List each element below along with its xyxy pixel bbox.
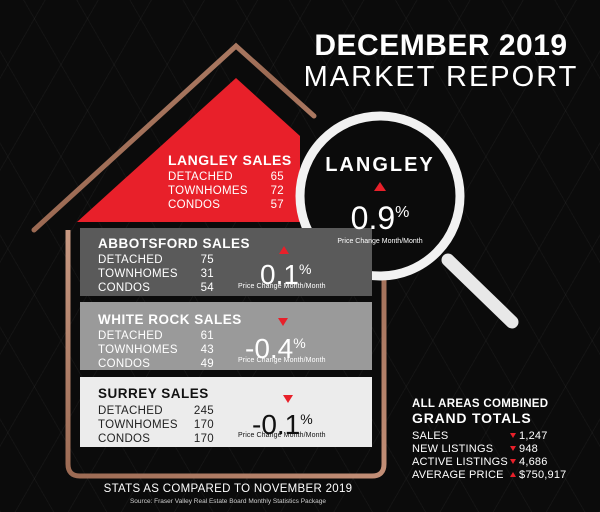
table-row: TOWNHOMES 72 <box>168 185 284 197</box>
table-row: DETACHED 75 <box>98 254 214 266</box>
roof-line <box>31 42 317 233</box>
list-item: NEW LISTINGS 948 <box>412 443 538 455</box>
magnifier-price-change-value: 0.9% <box>350 200 410 236</box>
langley-sales-block: LANGLEY SALES DETACHED 65 TOWNHOMES 72 CON… <box>168 152 292 212</box>
table-row: CONDOS 49 <box>98 358 214 370</box>
table-row: TOWNHOMES 43 <box>98 344 214 356</box>
table-row: TOWNHOMES 170 <box>98 419 214 431</box>
list-item: AVERAGE PRICE $750,917 <box>412 469 567 481</box>
price-change-value: -0.4% <box>245 333 306 364</box>
langley-attic-panel <box>77 78 300 222</box>
surrey-panel: SURREY SALES DETACHED 245 TOWNHOMES 170 CO… <box>80 377 372 447</box>
section-title: SURREY SALES <box>98 386 209 401</box>
price-change-label: Price Change Month/Month <box>238 283 326 290</box>
section-title: LANGLEY SALES <box>168 152 292 168</box>
price-change-value: 0.1% <box>260 259 312 290</box>
table-row: CONDOS 54 <box>98 282 214 294</box>
report-title-line1: DECEMBER 2019 <box>314 29 568 62</box>
magnifier-handle <box>441 253 519 329</box>
price-change-label: Price Change Month/Month <box>238 432 326 439</box>
grand-totals-heading2: GRAND TOTALS <box>412 410 532 426</box>
grand-totals-heading1: ALL AREAS COMBINED <box>412 398 549 410</box>
source-note: Source: Fraser Valley Real Estate Board … <box>129 498 327 505</box>
list-item: ACTIVE LISTINGS 4,686 <box>412 456 548 468</box>
list-item: SALES 1,247 <box>412 430 548 442</box>
change-up-icon <box>510 472 516 477</box>
table-row: TOWNHOMES 31 <box>98 268 214 280</box>
grand-totals: ALL AREAS COMBINED GRAND TOTALS SALES 1,2… <box>412 398 566 482</box>
change-down-icon <box>510 459 516 464</box>
house-outline <box>65 226 387 479</box>
white-rock-panel: WHITE ROCK SALES DETACHED 61 TOWNHOMES 43 … <box>80 302 372 370</box>
change-down-icon <box>510 446 516 451</box>
magnifier-area-name: LANGLEY <box>325 154 435 176</box>
price-change-label: Price Change Month/Month <box>238 357 326 364</box>
table-row: DETACHED 65 <box>168 171 284 183</box>
report-title-line2: MARKET REPORT <box>303 61 579 93</box>
section-title: ABBOTSFORD SALES <box>98 236 251 251</box>
table-row: CONDOS 57 <box>168 199 284 211</box>
table-row: DETACHED 61 <box>98 330 214 342</box>
change-down-icon <box>283 395 293 403</box>
abbotsford-panel: ABBOTSFORD SALES DETACHED 75 TOWNHOMES 31 … <box>80 228 372 296</box>
change-up-icon <box>374 182 386 191</box>
section-title: WHITE ROCK SALES <box>98 312 242 327</box>
change-up-icon <box>279 246 289 254</box>
table-row: DETACHED 245 <box>98 405 214 417</box>
change-down-icon <box>510 433 516 438</box>
magnifier-price-change-label: Price Change Month/Month <box>337 238 423 245</box>
table-row: CONDOS 170 <box>98 433 214 445</box>
change-down-icon <box>278 318 288 326</box>
price-change-value: -0.1% <box>252 409 313 440</box>
stats-note: STATS AS COMPARED TO NOVEMBER 2019 <box>103 483 353 495</box>
